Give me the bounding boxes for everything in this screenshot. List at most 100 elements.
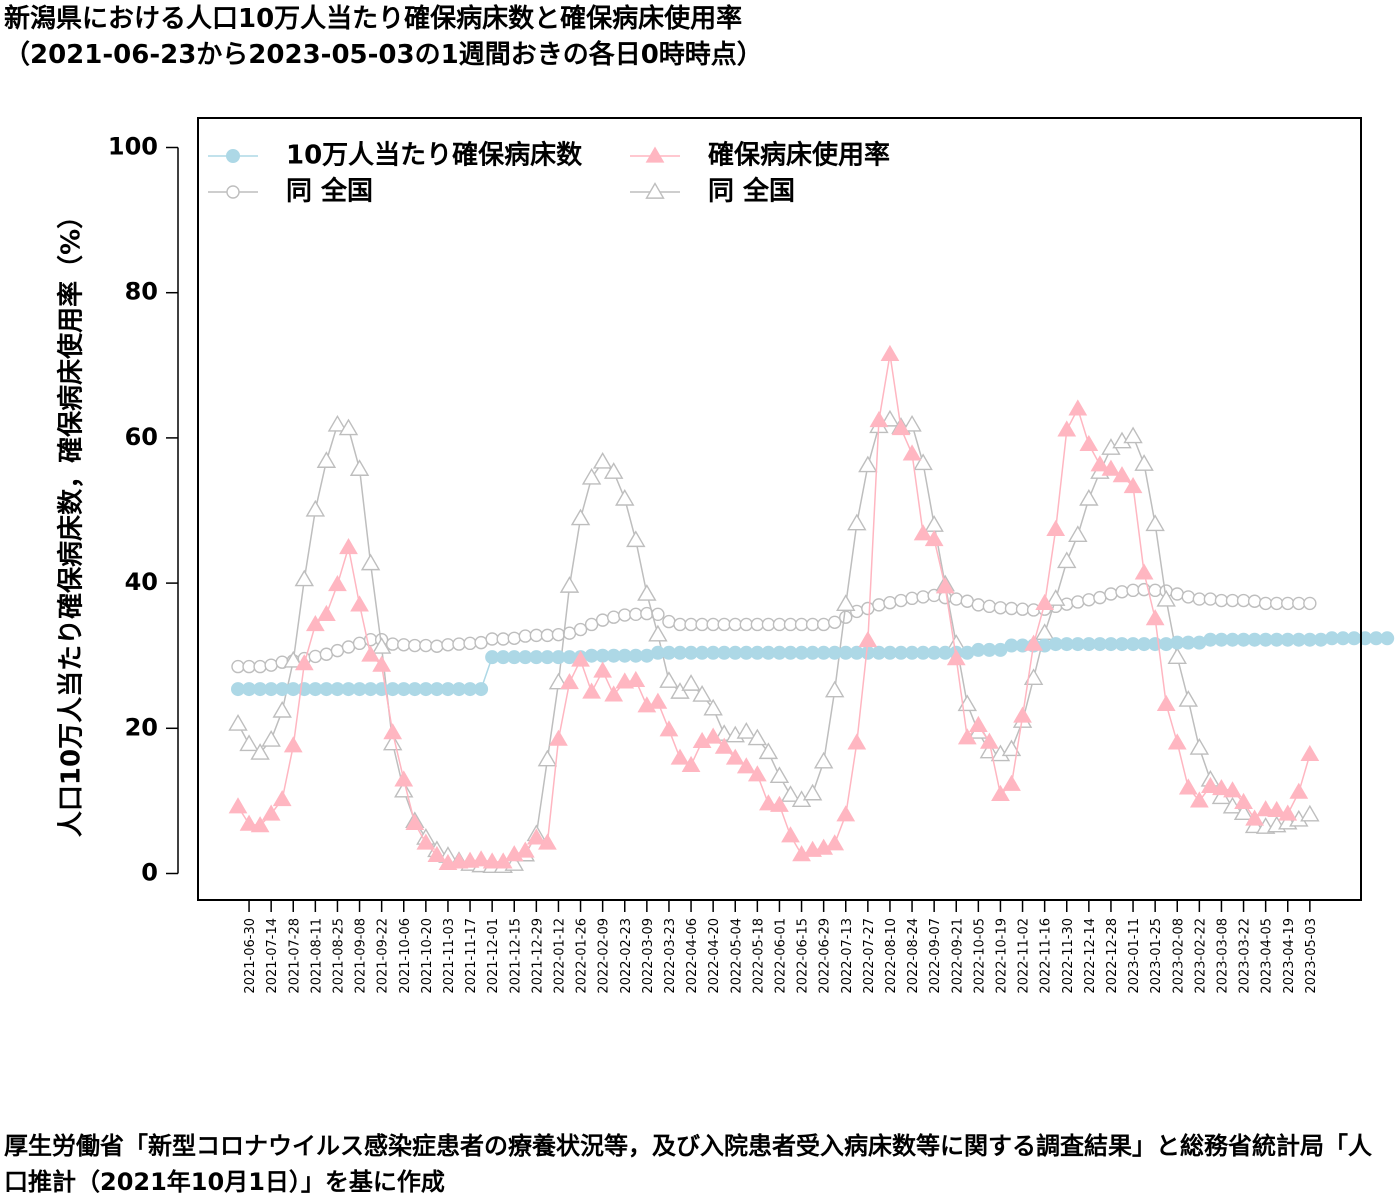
national-beds-point (1281, 596, 1295, 611)
usage-point (250, 816, 270, 833)
national-usage-point (1134, 454, 1154, 471)
x-tick-label: 2022-09-21 (950, 918, 965, 994)
legend-marker (645, 182, 665, 199)
usage-point (1234, 792, 1253, 809)
x-tick-label: 2023-01-11 (1127, 918, 1142, 994)
national-usage-point (692, 685, 712, 702)
usage-point (946, 649, 966, 666)
x-tick-label: 2022-01-26 (575, 918, 590, 994)
national-beds-point (1225, 593, 1240, 608)
x-tick-label: 2022-06-29 (818, 918, 833, 994)
usage-point (394, 770, 414, 787)
national-usage-point (637, 584, 657, 601)
national-beds-point (839, 610, 853, 624)
usage-point (902, 444, 922, 461)
x-tick-label: 2022-01-12 (552, 918, 567, 994)
x-tick-label: 2021-08-11 (309, 918, 324, 994)
national-beds-point (971, 598, 986, 612)
national-beds-point (1292, 596, 1306, 611)
x-tick-label: 2022-05-04 (729, 918, 744, 994)
x-axis: 2021-06-30 2021-07-14 2021-07-28 2021-08-11… (243, 899, 1319, 994)
usage-point (1123, 477, 1143, 494)
national-usage-point (316, 451, 337, 468)
x-tick-label: 2021-12-29 (530, 918, 545, 994)
national-beds-point (308, 649, 323, 664)
national-usage-point (537, 749, 558, 767)
usage-point (294, 654, 314, 671)
x-tick-label: 2023-03-22 (1238, 918, 1253, 994)
usage-point (714, 737, 734, 754)
x-tick-label: 2021-07-28 (287, 918, 302, 994)
national-beds-point (816, 617, 831, 632)
national-usage-point (1233, 803, 1254, 821)
y-tick-label: 100 (108, 133, 158, 161)
national-beds-point (1170, 587, 1184, 601)
legend-item: 10万人当たり確保病床数 (208, 140, 583, 171)
national-beds-point (618, 608, 632, 622)
usage-point (571, 650, 590, 667)
x-tick-label: 2022-03-23 (663, 918, 678, 994)
usage-point (1189, 791, 1209, 808)
national-usage-point (360, 553, 381, 571)
usage-point (781, 826, 800, 843)
national-usage-point (747, 728, 768, 746)
national-usage-point (261, 730, 281, 747)
national-beds-point (949, 592, 963, 606)
national-beds-point (883, 596, 897, 610)
legend-item: 同 全国 (630, 176, 795, 207)
x-tick-label: 2022-02-09 (597, 918, 612, 994)
usage-point (869, 410, 889, 428)
national-usage-point (1045, 589, 1066, 606)
x-tick-label: 2023-05-03 (1304, 918, 1319, 994)
x-tick-label: 2022-06-15 (796, 918, 811, 994)
x-tick-label: 2022-11-02 (1017, 918, 1032, 994)
national-usage-point (736, 722, 757, 739)
national-beds-point (805, 617, 820, 632)
usage-point (759, 794, 778, 811)
national-usage-point (858, 455, 878, 473)
national-beds-point (551, 627, 566, 642)
usage-point (515, 841, 535, 858)
usage-point (703, 727, 723, 744)
x-tick-label: 2021-11-03 (442, 918, 457, 994)
national-beds-point (750, 617, 765, 632)
legend-label: 同 全国 (286, 176, 373, 207)
usage-point (1212, 779, 1231, 796)
national-usage-point (305, 499, 326, 517)
usage-point (1013, 706, 1032, 723)
x-tick-label: 2022-06-01 (773, 918, 788, 994)
usage-point (272, 789, 292, 807)
national-beds-point (938, 590, 952, 605)
national-beds-point (894, 593, 908, 608)
national-beds-point (761, 617, 776, 632)
national-usage-point (880, 409, 900, 427)
usage-point (1112, 466, 1132, 483)
x-tick-label: 2021-12-01 (486, 918, 501, 994)
national-usage-point (603, 462, 624, 479)
usage-point (1024, 634, 1043, 651)
national-usage-point (1178, 690, 1199, 707)
x-tick-label: 2022-12-14 (1083, 918, 1098, 994)
national-beds-point (441, 638, 455, 652)
legend-marker (226, 185, 240, 199)
national-usage-point (769, 766, 790, 784)
usage-point (261, 804, 281, 821)
series-usage-niigata (228, 344, 1320, 870)
usage-point (305, 614, 325, 632)
usage-point (1256, 800, 1276, 817)
usage-point (239, 814, 259, 831)
y-tick-label: 80 (125, 278, 158, 306)
usage-point (1145, 609, 1165, 626)
usage-point (1300, 744, 1320, 762)
usage-point (847, 733, 867, 750)
national-beds-point (507, 631, 521, 645)
beds-point (474, 682, 489, 697)
usage-point (1167, 733, 1187, 750)
usage-point (968, 715, 988, 733)
usage-point (935, 577, 955, 594)
national-beds-point (408, 638, 422, 653)
usage-point (560, 673, 579, 690)
national-beds-point (607, 610, 621, 624)
source-note: 厚生労働省「新型コロナウイルス感染症患者の療養状況等，及び入院患者受入病床数等に… (4, 1132, 1372, 1196)
national-beds-point (386, 637, 400, 651)
